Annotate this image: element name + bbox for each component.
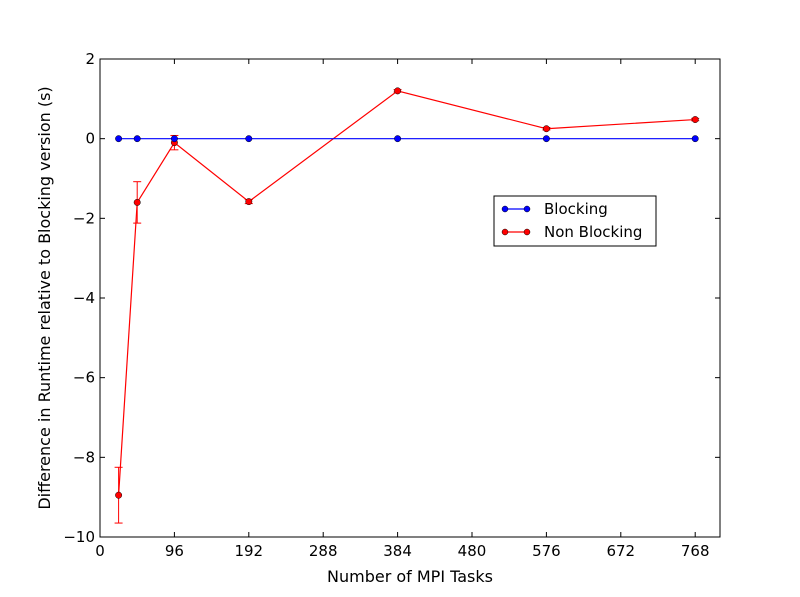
legend-marker-blocking [523, 205, 531, 213]
data-point-blocking [115, 135, 123, 143]
series-blocking [115, 135, 699, 143]
x-tick-label: 768 [681, 542, 710, 560]
series-non-blocking [114, 87, 700, 524]
data-point-blocking [394, 135, 402, 143]
data-point-non-blocking [245, 198, 253, 206]
x-tick-label: 192 [234, 542, 263, 560]
plot-frame [99, 58, 721, 538]
plot-background [100, 59, 720, 537]
series-layer [114, 87, 700, 524]
y-tick-label: −10 [63, 528, 95, 546]
y-tick-label: 0 [85, 130, 95, 148]
axis-ticks [99, 58, 720, 538]
x-tick-label: 384 [383, 542, 412, 560]
x-tick-label: 576 [532, 542, 561, 560]
legend: Blocking Non Blocking [493, 195, 657, 247]
data-point-blocking [542, 135, 550, 143]
data-point-non-blocking [691, 116, 699, 123]
x-tick-label: 672 [606, 542, 635, 560]
data-point-non-blocking [133, 198, 141, 206]
y-tick-label: −8 [73, 448, 95, 466]
y-tick-label: −2 [73, 209, 95, 227]
data-point-non-blocking [394, 87, 402, 95]
data-point-blocking [691, 135, 699, 143]
data-point-blocking [170, 135, 178, 143]
legend-box [493, 195, 657, 247]
legend-marker-non-blocking [501, 228, 509, 236]
legend-label-blocking: Blocking [544, 200, 608, 218]
legend-marker-non-blocking [523, 228, 531, 236]
y-tick-label: −6 [73, 369, 95, 387]
data-point-non-blocking [115, 491, 123, 499]
x-tick-label: 0 [95, 542, 105, 560]
tick-labels: 0 96 192 288 384 480 576 672 768 2 0 −2 −4 −6 −8 −10 [63, 50, 709, 560]
x-axis-label: Number of MPI Tasks [327, 567, 493, 586]
y-tick-label: −4 [73, 289, 95, 307]
data-point-blocking [245, 135, 253, 143]
data-point-blocking [133, 135, 141, 143]
data-point-non-blocking [542, 125, 550, 133]
legend-marker-blocking [501, 205, 509, 213]
y-tick-label: 2 [85, 50, 95, 68]
x-tick-label: 288 [309, 542, 338, 560]
y-axis-label: Difference in Runtime relative to Blocki… [35, 86, 54, 509]
x-tick-label: 96 [165, 542, 184, 560]
x-tick-label: 480 [458, 542, 487, 560]
legend-label-non-blocking: Non Blocking [544, 223, 642, 241]
